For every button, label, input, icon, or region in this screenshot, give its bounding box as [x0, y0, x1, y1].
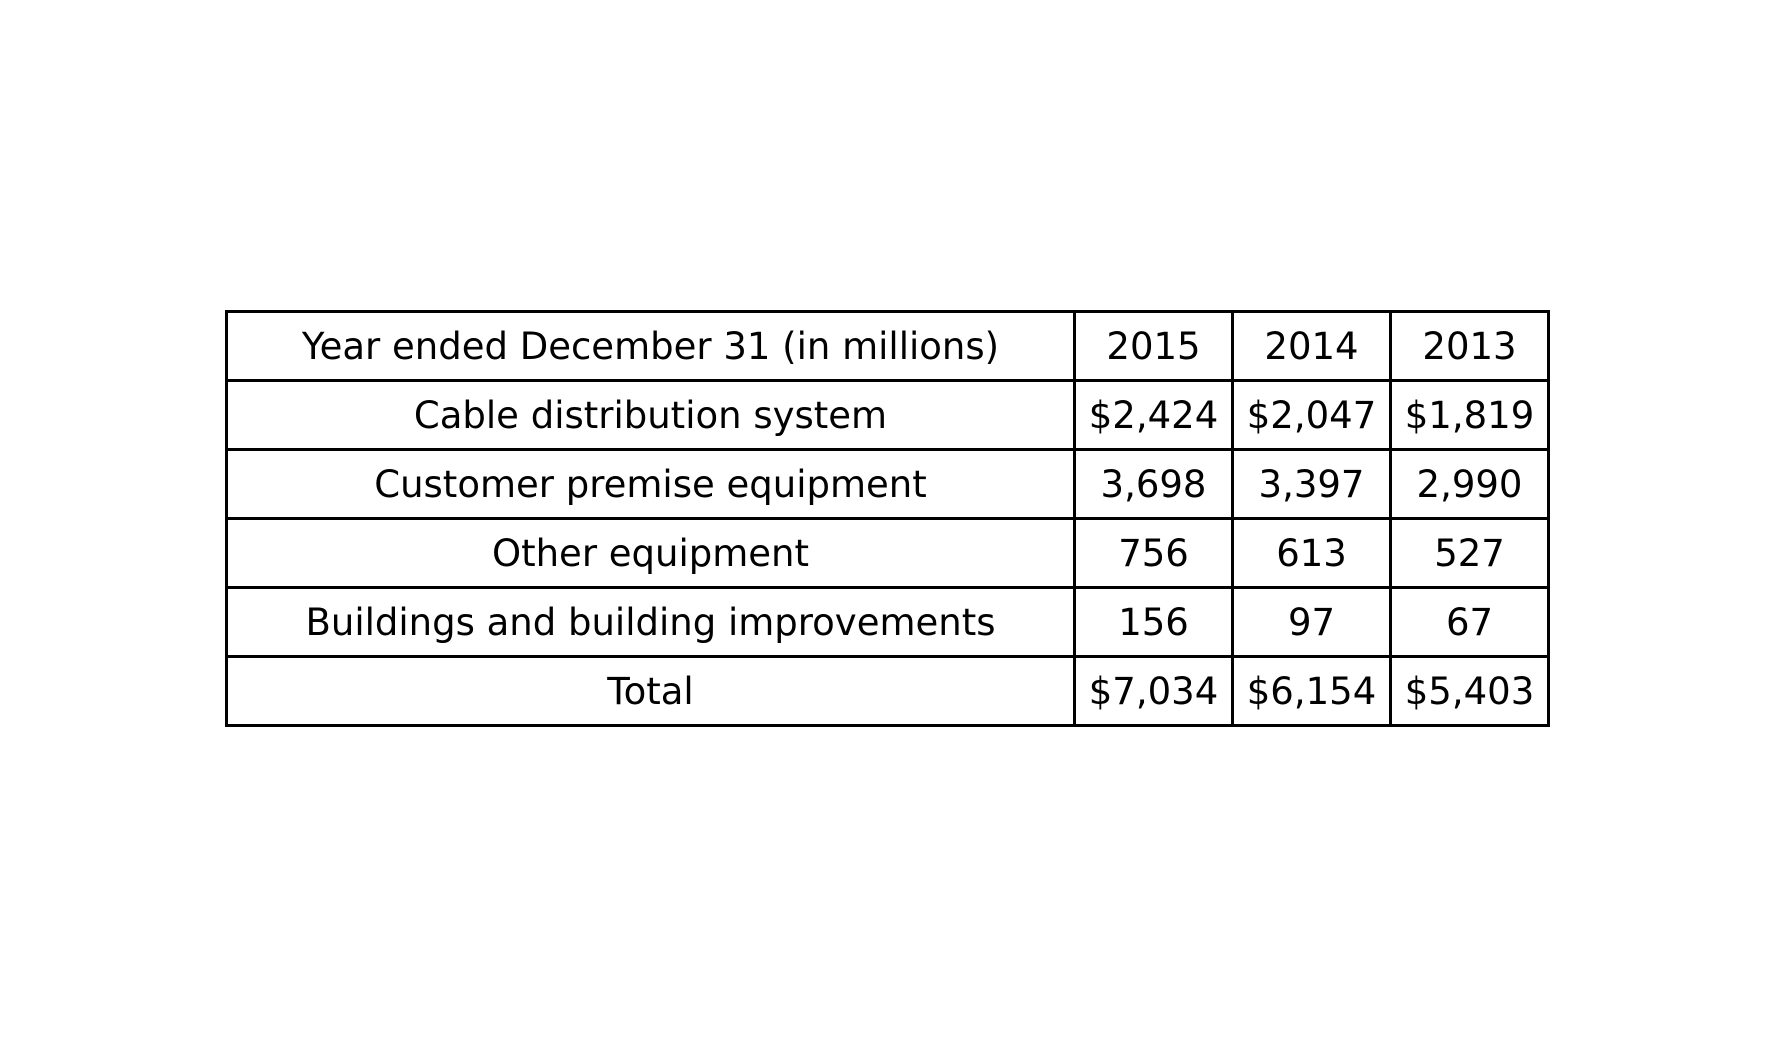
table-row: Customer premise equipment 3,698 3,397 2… — [225, 448, 1550, 520]
row-value: 613 — [1231, 517, 1392, 589]
row-label: Total — [225, 655, 1076, 727]
header-row: Year ended December 31 (in millions) 201… — [225, 310, 1550, 382]
header-year-2014: 2014 — [1231, 310, 1392, 382]
row-value: 756 — [1073, 517, 1234, 589]
header-label-cell: Year ended December 31 (in millions) — [225, 310, 1076, 382]
row-value: $2,047 — [1231, 379, 1392, 451]
header-year-2013: 2013 — [1389, 310, 1550, 382]
row-value: 67 — [1389, 586, 1550, 658]
table-row: Buildings and building improvements 156 … — [225, 586, 1550, 658]
row-value: 3,698 — [1073, 448, 1234, 520]
row-value: 527 — [1389, 517, 1550, 589]
total-row: Total $7,034 $6,154 $5,403 — [225, 655, 1550, 727]
table-row: Other equipment 756 613 527 — [225, 517, 1550, 589]
row-value: $2,424 — [1073, 379, 1234, 451]
row-label: Customer premise equipment — [225, 448, 1076, 520]
row-label: Buildings and building improvements — [225, 586, 1076, 658]
row-value: 3,397 — [1231, 448, 1392, 520]
row-value: $7,034 — [1073, 655, 1234, 727]
row-value: $5,403 — [1389, 655, 1550, 727]
header-year-2015: 2015 — [1073, 310, 1234, 382]
row-value: $6,154 — [1231, 655, 1392, 727]
financial-table: Year ended December 31 (in millions) 201… — [225, 310, 1550, 727]
row-label: Cable distribution system — [225, 379, 1076, 451]
row-value: 2,990 — [1389, 448, 1550, 520]
table-row: Cable distribution system $2,424 $2,047 … — [225, 379, 1550, 451]
row-value: 97 — [1231, 586, 1392, 658]
row-label: Other equipment — [225, 517, 1076, 589]
row-value: $1,819 — [1389, 379, 1550, 451]
row-value: 156 — [1073, 586, 1234, 658]
